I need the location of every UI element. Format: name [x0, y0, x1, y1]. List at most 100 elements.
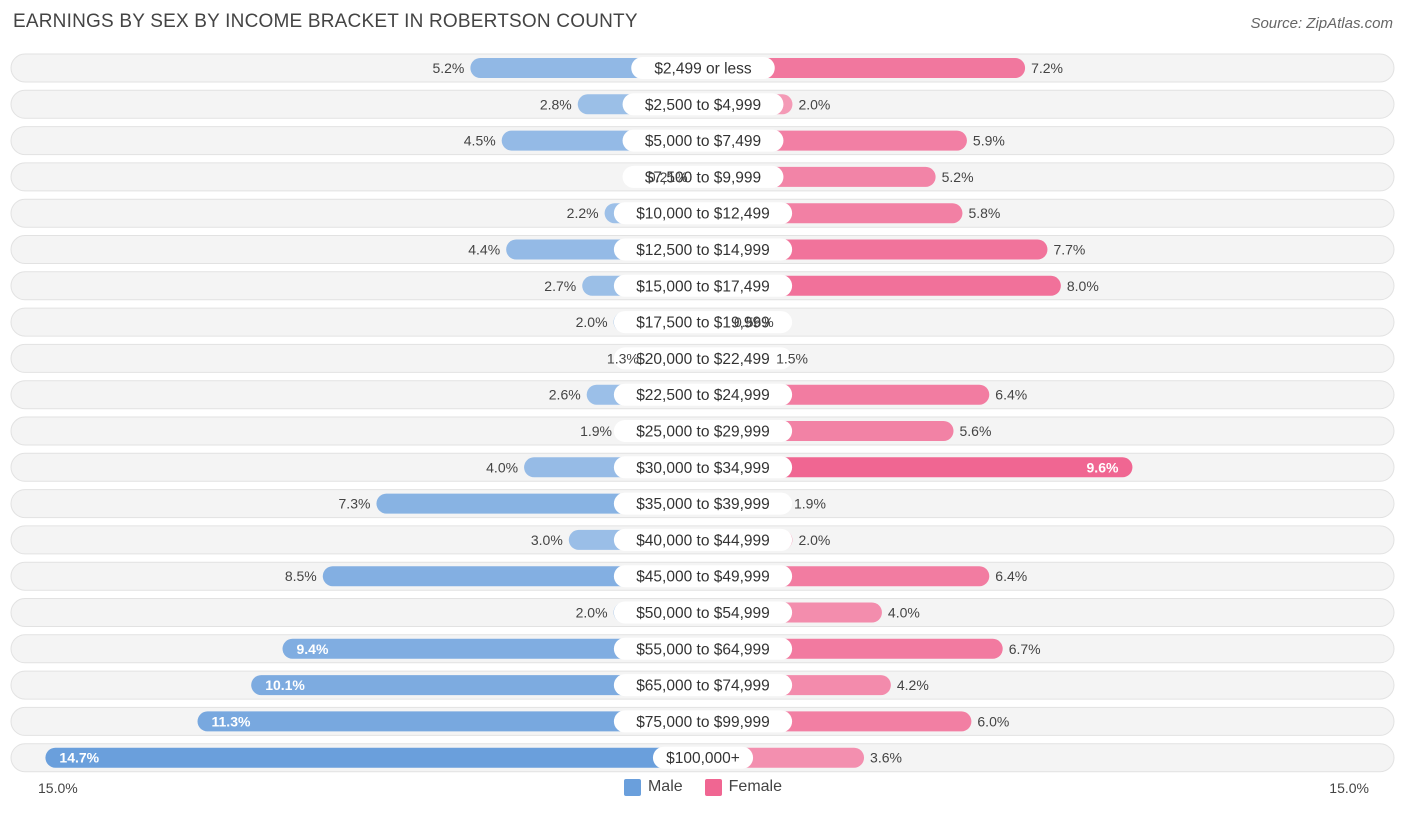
male-value-label: 11.3% [212, 713, 251, 729]
female-value-label: 4.2% [897, 677, 929, 693]
male-value-label: 2.8% [540, 96, 572, 112]
legend: Male Female [0, 778, 1406, 796]
chart-row: $40,000 to $44,999 3.0% 2.0% [10, 525, 1395, 555]
female-value-label: 2.0% [798, 96, 830, 112]
male-value-label: 4.4% [468, 242, 500, 258]
category-label-pill [613, 492, 793, 515]
male-value-label: 2.0% [576, 605, 608, 621]
chart-row: $22,500 to $24,999 2.6% 6.4% [10, 380, 1395, 410]
female-value-label: 5.9% [973, 133, 1005, 149]
female-value-label: 6.7% [1009, 641, 1041, 657]
chart-row: $45,000 to $49,999 8.5% 6.4% [10, 561, 1395, 591]
male-bar [282, 638, 703, 659]
category-label-pill [652, 746, 754, 769]
category-label: $12,500 to $14,999 [636, 242, 770, 259]
female-value-label: 4.0% [888, 605, 920, 621]
source-label: Source: ZipAtlas.com [1250, 15, 1393, 32]
category-label-pill [613, 528, 793, 551]
legend-female-label: Female [728, 778, 783, 795]
male-bar [197, 711, 703, 732]
category-label-pill [613, 674, 793, 697]
male-value-label: 3.0% [531, 532, 563, 548]
chart-row: $50,000 to $54,999 2.0% 4.0% [10, 598, 1395, 627]
male-bar [251, 675, 703, 696]
legend-item-male[interactable]: Male [623, 778, 683, 796]
female-bar [703, 457, 1133, 478]
chart-row: $75,000 to $99,999 11.3% 6.0% [10, 706, 1395, 736]
female-value-label: 8.0% [1067, 278, 1099, 294]
female-value-label: 5.2% [942, 169, 974, 185]
chart-row: $2,500 to $4,999 2.8% 2.0% [10, 89, 1395, 119]
category-label-pill [613, 565, 793, 588]
legend-item-female[interactable]: Female [704, 778, 783, 796]
male-swatch-icon [623, 778, 641, 796]
female-value-label: 7.7% [1053, 242, 1085, 258]
male-value-label: 1.3% [607, 350, 639, 366]
female-bar [703, 58, 1026, 78]
category-label: $35,000 to $39,999 [636, 496, 770, 513]
category-label-pill [613, 420, 793, 442]
female-value-label: 5.8% [968, 205, 1000, 221]
female-bar [703, 275, 1061, 296]
female-swatch-icon [704, 778, 722, 796]
category-label-pill [622, 165, 784, 188]
chart-row: $15,000 to $17,499 2.7% 8.0% [10, 271, 1395, 301]
male-value-label: 4.5% [464, 133, 496, 149]
chart-row: $17,500 to $19,999 2.0% 0.56% [10, 307, 1395, 337]
male-value-label: 10.1% [265, 677, 305, 693]
female-value-label: 6.4% [995, 387, 1027, 403]
male-bar [322, 566, 703, 587]
male-value-label: 1.9% [580, 423, 612, 439]
female-value-label: 3.6% [870, 750, 902, 766]
male-value-label: 2.6% [549, 387, 581, 403]
chart-row: $55,000 to $64,999 9.4% 6.7% [10, 634, 1395, 664]
male-value-label: 2.0% [576, 314, 608, 330]
chart-row: $100,000+ 14.7% 3.6% [10, 743, 1395, 773]
category-label: $65,000 to $74,999 [636, 678, 770, 695]
category-label: $40,000 to $44,999 [636, 532, 770, 549]
male-value-label: 8.5% [285, 568, 317, 584]
female-value-label: 6.0% [977, 713, 1009, 729]
male-value-label: 2.2% [567, 205, 599, 221]
category-label: $10,000 to $12,499 [636, 206, 770, 223]
category-label: $25,000 to $29,999 [636, 424, 770, 441]
legend-male-label: Male [647, 778, 683, 795]
axis-left-label: 15.0% [38, 780, 78, 796]
male-bar [45, 747, 704, 768]
category-label: $5,000 to $7,499 [645, 133, 761, 150]
chart-row: $25,000 to $29,999 1.9% 5.6% [10, 416, 1395, 446]
female-value-label: 0.56% [734, 314, 774, 330]
category-label: $20,000 to $22,499 [636, 351, 770, 368]
female-value-label: 1.9% [794, 496, 826, 512]
male-value-label: 4.0% [486, 459, 518, 475]
category-label-pill [622, 129, 784, 152]
category-label-pill [613, 238, 793, 261]
chart-row: $12,500 to $14,999 4.4% 7.7% [10, 235, 1395, 264]
chart-row: $65,000 to $74,999 10.1% 4.2% [10, 670, 1395, 700]
chart-row: $5,000 to $7,499 4.5% 5.9% [10, 126, 1395, 156]
category-label-pill [613, 383, 793, 406]
category-label: $30,000 to $34,999 [636, 460, 770, 477]
female-value-label: 5.6% [960, 423, 992, 439]
male-value-label: 14.7% [59, 750, 99, 766]
category-label-pill [613, 202, 793, 225]
category-label-pill [613, 710, 793, 733]
category-label-pill [622, 93, 784, 116]
category-label: $75,000 to $99,999 [636, 714, 770, 731]
male-value-label: 7.3% [339, 496, 371, 512]
chart-row: $30,000 to $34,999 4.0% 9.6% [10, 452, 1395, 482]
chart-row: $2,499 or less 5.2% 7.2% [10, 53, 1395, 83]
category-label-pill [631, 57, 775, 79]
category-label: $7,500 to $9,999 [645, 169, 761, 186]
category-label-pill [613, 311, 793, 334]
female-value-label: 7.2% [1031, 60, 1063, 76]
male-value-label: 2.7% [544, 278, 576, 294]
female-value-label: 9.6% [1087, 459, 1119, 475]
category-label: $2,500 to $4,999 [645, 97, 761, 114]
female-value-label: 1.5% [776, 350, 808, 366]
category-label: $50,000 to $54,999 [636, 605, 770, 622]
category-label-pill [613, 601, 793, 624]
category-label: $22,500 to $24,999 [636, 387, 770, 404]
